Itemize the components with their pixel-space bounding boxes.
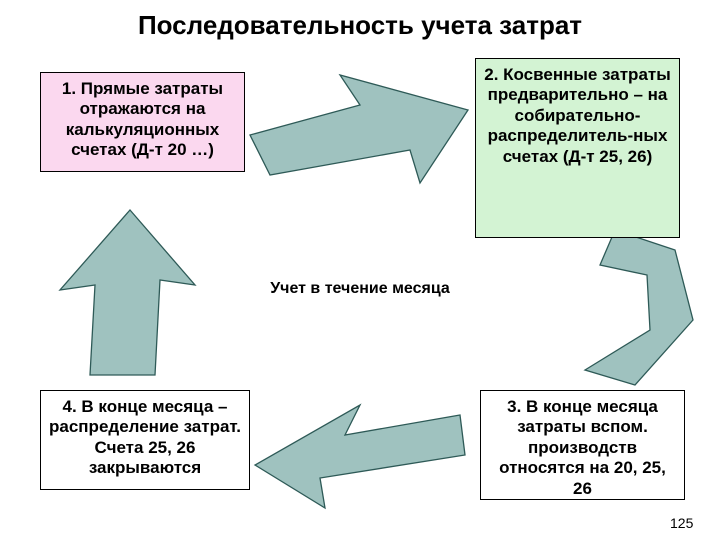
step-2-box: 2. Косвенные затраты предварительно – на… bbox=[475, 58, 680, 238]
cycle-arrow-right bbox=[575, 230, 720, 390]
step-3-box: 3. В конце месяца затраты вспом. произво… bbox=[480, 390, 685, 500]
cycle-arrow-left bbox=[55, 210, 205, 380]
page-title: Последовательность учета затрат bbox=[40, 10, 680, 41]
cycle-arrow-top bbox=[250, 55, 470, 185]
cycle-arrow-right-shape bbox=[585, 230, 693, 385]
cycle-arrow-left-shape bbox=[60, 210, 195, 375]
step-1-box: 1. Прямые затраты отражаются на калькуля… bbox=[40, 72, 245, 172]
cycle-arrow-bottom-shape bbox=[255, 405, 465, 508]
center-caption: Учет в течение месяца bbox=[245, 280, 475, 298]
cycle-arrow-top-shape bbox=[250, 75, 468, 183]
cycle-arrow-bottom bbox=[255, 400, 465, 510]
page-number: 125 bbox=[670, 515, 693, 531]
step-4-box: 4. В конце месяца – распределение затрат… bbox=[40, 390, 250, 490]
